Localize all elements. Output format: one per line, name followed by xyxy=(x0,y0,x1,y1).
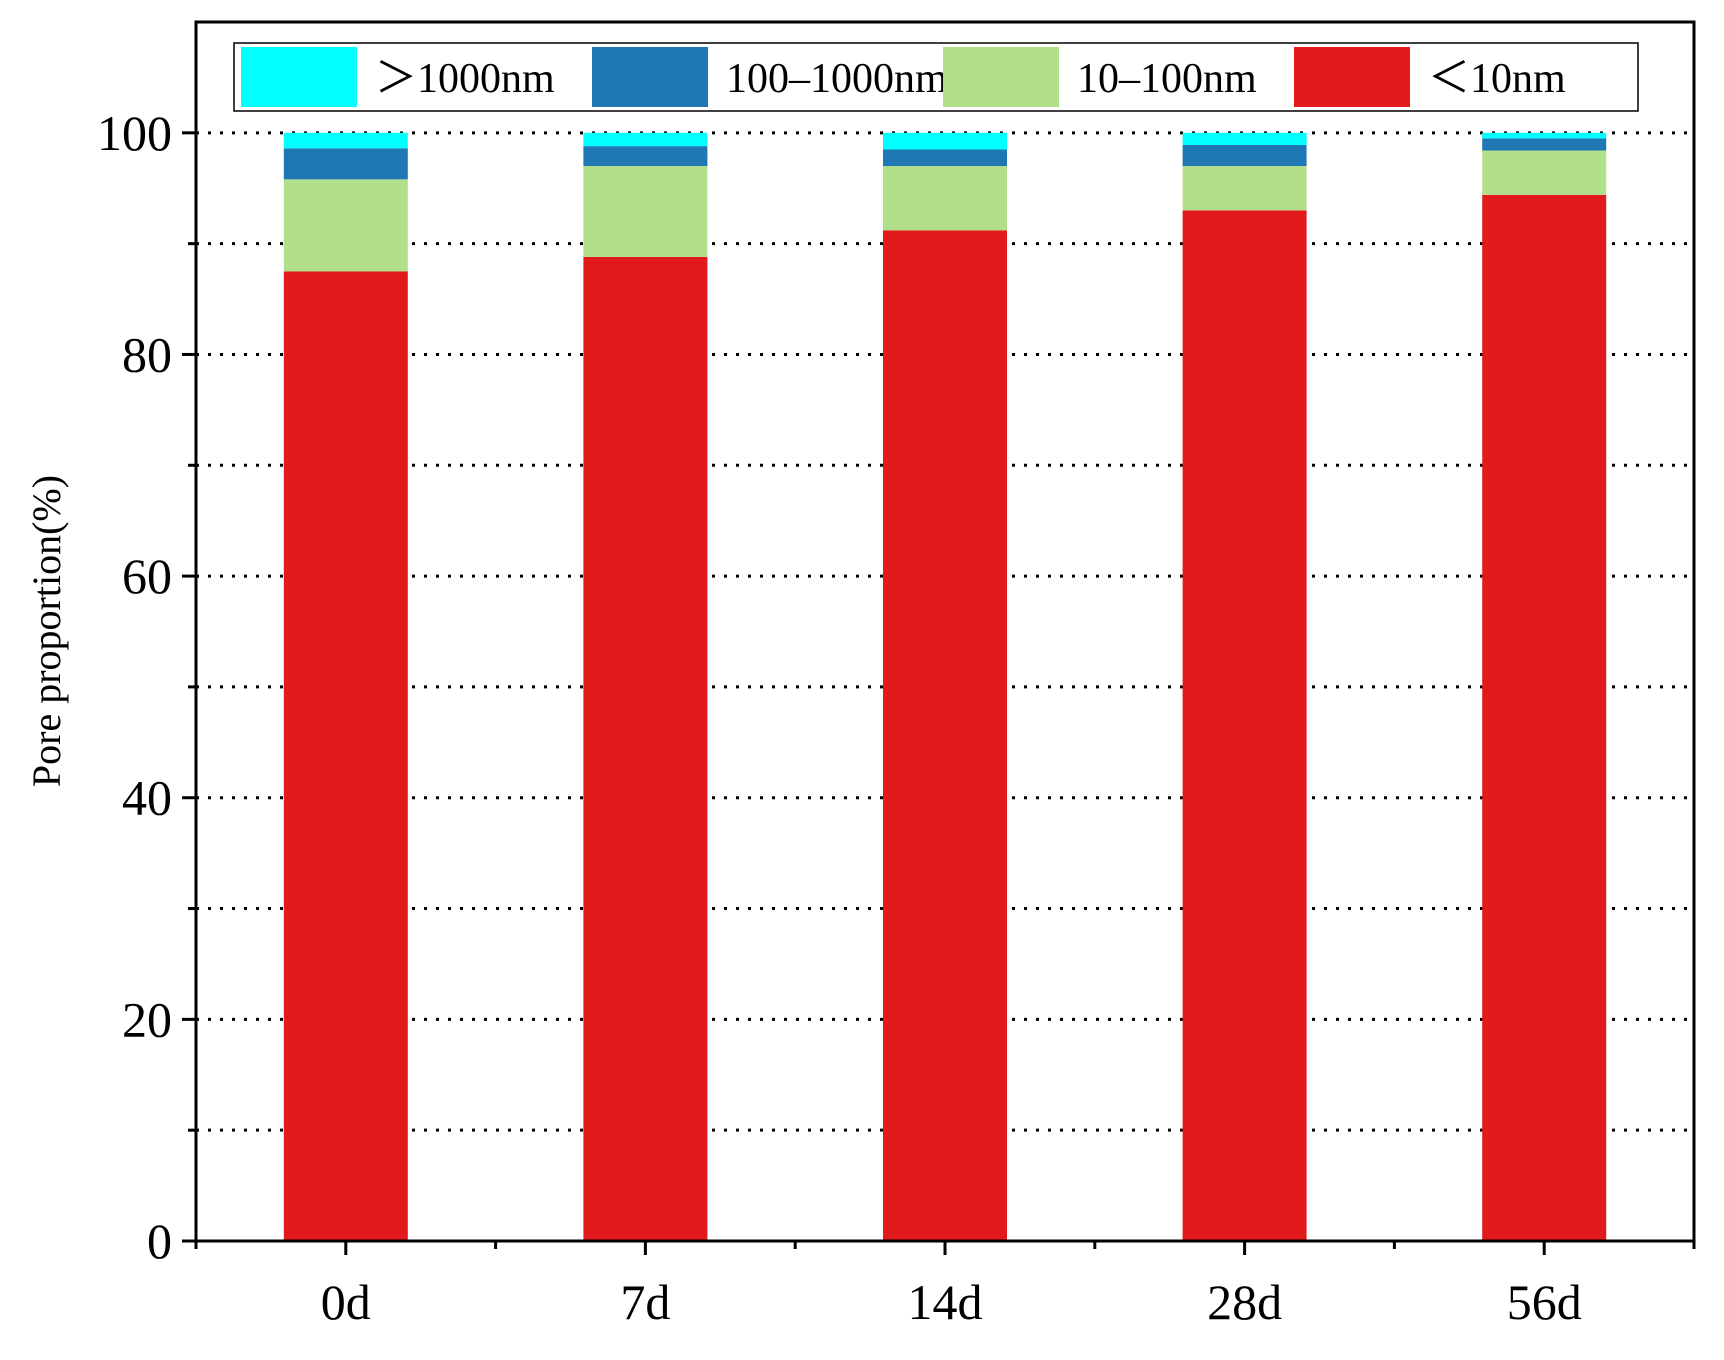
bar-segment xyxy=(583,256,708,1241)
y-tick-label: 80 xyxy=(122,326,172,382)
bar-segment xyxy=(883,132,1007,150)
legend-label: ＜10nm xyxy=(1428,56,1566,102)
x-tick-label: 28d xyxy=(1207,1274,1282,1330)
y-tick-label: 40 xyxy=(122,770,172,826)
y-tick-label: 60 xyxy=(122,548,172,604)
bar-segment xyxy=(1482,132,1607,139)
legend: ＞1000nm 100–1000nm 10–100nm ＜10nm xyxy=(233,42,1639,112)
legend-swatch xyxy=(241,47,357,107)
legend-label: 10–100nm xyxy=(1077,56,1257,102)
bar-segment xyxy=(583,146,708,167)
bar-segment xyxy=(283,148,408,180)
bar-segment xyxy=(883,230,1007,1241)
bar-segment xyxy=(283,271,408,1241)
bar-segment xyxy=(1482,138,1607,151)
bars xyxy=(283,132,1607,1242)
x-tick-label: 14d xyxy=(908,1274,983,1330)
legend-swatch xyxy=(1294,47,1410,107)
bar-segment xyxy=(1182,210,1307,1242)
x-tick-label: 7d xyxy=(620,1274,670,1330)
bar-segment xyxy=(283,179,408,272)
y-tick-label: 100 xyxy=(97,105,172,161)
legend-swatch xyxy=(943,47,1059,107)
bar-segment xyxy=(583,166,708,257)
bar-segment xyxy=(883,166,1007,231)
x-tick-label: 56d xyxy=(1507,1274,1582,1330)
y-axis-title: Pore proportion(%) xyxy=(24,475,69,787)
x-tick-label: 0d xyxy=(321,1274,371,1330)
bar-segment xyxy=(1482,150,1607,195)
y-tick-label: 20 xyxy=(122,991,172,1047)
bar-segment xyxy=(583,132,708,147)
bar-segment xyxy=(1482,194,1607,1242)
x-axis: 0d 7d 14d 28d 56d xyxy=(194,1241,1696,1330)
bar-segment xyxy=(283,132,408,149)
bar-segment xyxy=(883,149,1007,167)
gridlines xyxy=(196,131,1694,1132)
bar-segment xyxy=(1182,132,1307,146)
y-axis: 0 20 40 60 80 100 xyxy=(97,105,196,1269)
bar-segment xyxy=(1182,166,1307,211)
bar-segment xyxy=(1182,145,1307,167)
legend-swatch xyxy=(592,47,708,107)
y-tick-label: 0 xyxy=(147,1213,172,1269)
legend-label: 100–1000nm xyxy=(726,56,948,102)
legend-label: ＞1000nm xyxy=(375,56,555,102)
